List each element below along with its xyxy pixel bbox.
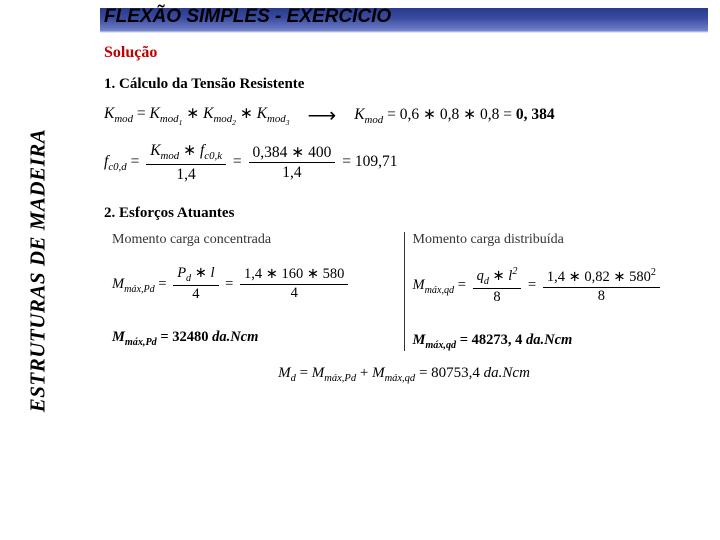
moments-columns: Momento carga concentrada Mmáx,Pd = Pd ∗… <box>104 232 704 351</box>
mqd-result: Mmáx,qd = 48273, 4 da.Ncm <box>413 332 697 351</box>
col-concentrated: Momento carga concentrada Mmáx,Pd = Pd ∗… <box>104 232 405 351</box>
mpd-formula: Mmáx,Pd = Pd ∗ l 4 = 1,4 ∗ 160 ∗ 580 4 <box>112 266 396 303</box>
section-2-heading: 2. Esforços Atuantes <box>104 205 704 222</box>
col-distributed: Momento carga distribuída Mmáx,qd = qd ∗… <box>405 232 705 351</box>
solution-heading: Solução <box>104 44 704 62</box>
fc0d-formula: fc0,d = Kmod ∗ fc0,k 1,4 = 0,384 ∗ 400 1… <box>104 142 398 183</box>
page-title: FLEXÃO SIMPLES - EXERCICIO <box>104 6 391 28</box>
kmod-equation-row: Kmod = Kmod1 ∗ Kmod2 ∗ Kmod3 ⟶ Kmod = 0,… <box>104 103 704 128</box>
kmod-definition: Kmod = Kmod1 ∗ Kmod2 ∗ Kmod3 <box>104 104 290 127</box>
section-1-heading: 1. Cálculo da Tensão Resistente <box>104 76 704 93</box>
kmod-value: Kmod = 0,6 ∗ 0,8 ∗ 0,8 = 0, 384 <box>354 105 554 126</box>
arrow-icon: ⟶ <box>308 103 337 128</box>
slide-page: ESTRUTURAS DE MADEIRA FLEXÃO SIMPLES - E… <box>0 0 720 540</box>
col-distributed-title: Momento carga distribuída <box>413 232 697 248</box>
sidebar-text: ESTRUTURAS DE MADEIRA <box>26 128 51 412</box>
sidebar-vertical-label: ESTRUTURAS DE MADEIRA <box>8 0 68 540</box>
mqd-formula: Mmáx,qd = qd ∗ l2 8 = 1,4 ∗ 0,82 ∗ 5802 … <box>413 266 697 306</box>
fc0d-equation: fc0,d = Kmod ∗ fc0,k 1,4 = 0,384 ∗ 400 1… <box>104 142 704 183</box>
col-concentrated-title: Momento carga concentrada <box>112 232 396 248</box>
md-total: Md = Mmáx,Pd + Mmáx,qd = 80753,4 da.Ncm <box>104 365 704 384</box>
content-area: Solução 1. Cálculo da Tensão Resistente … <box>104 44 704 384</box>
mpd-result: Mmáx,Pd = 32480 da.Ncm <box>112 329 396 348</box>
